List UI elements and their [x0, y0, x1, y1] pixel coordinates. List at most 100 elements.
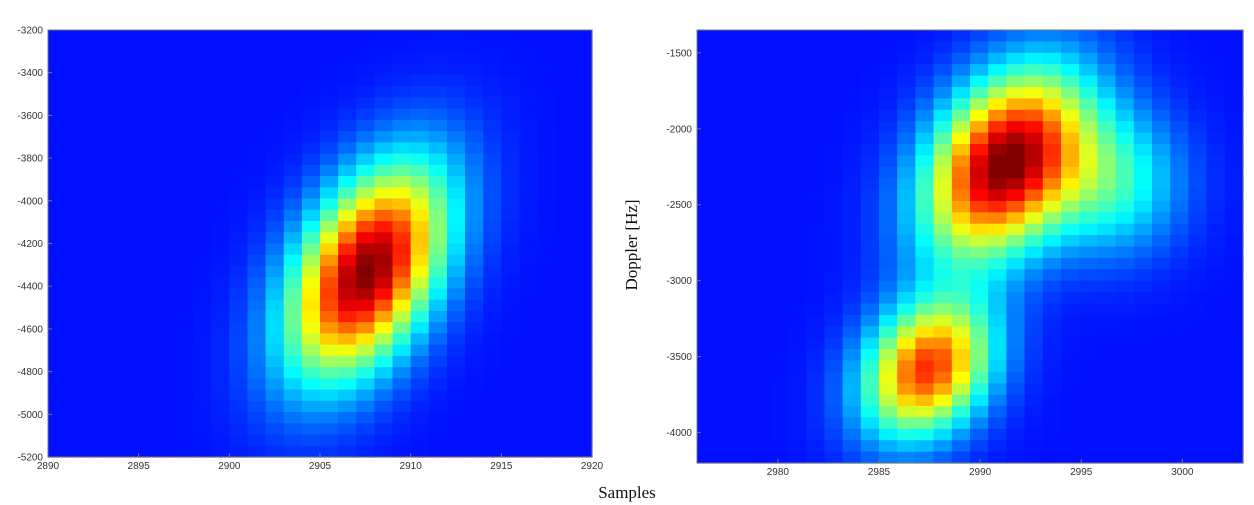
right-heatmap-cell [970, 326, 989, 339]
left-heatmap-cell [211, 322, 230, 334]
left-heatmap-cell [501, 86, 521, 99]
right-heatmap-cell [824, 292, 844, 305]
right-heatmap-cell [1006, 303, 1026, 316]
left-heatmap-cell [374, 119, 394, 132]
right-heatmap-cell [1170, 52, 1189, 65]
left-heatmap-cell [66, 299, 85, 312]
right-heatmap-cell [788, 360, 807, 373]
left-heatmap-cell [48, 119, 67, 132]
left-heatmap-cell [84, 322, 103, 334]
left-heatmap-cell [120, 299, 140, 312]
right-heatmap-cell [1097, 155, 1117, 168]
left-heatmap-cell [392, 63, 412, 76]
left-heatmap-cell [320, 445, 339, 458]
left-heatmap-cell [392, 355, 412, 368]
right-heatmap-cell [933, 326, 953, 339]
left-heatmap-cell [410, 142, 430, 155]
left-heatmap-cell [48, 52, 67, 65]
right-heatmap-cell [1224, 109, 1244, 122]
left-heatmap-cell [102, 131, 122, 143]
right-heatmap-cell [1133, 223, 1153, 236]
left-heatmap-cell [66, 445, 85, 458]
left-heatmap-cell [174, 344, 194, 357]
right-heatmap-cell [1170, 132, 1189, 145]
left-heatmap-cell [392, 322, 412, 334]
left-heatmap-cell [174, 277, 194, 290]
left-heatmap-cell [138, 164, 158, 177]
right-heatmap-cell [788, 86, 807, 99]
left-heatmap-cell [501, 142, 521, 155]
left-heatmap-cell [120, 86, 140, 99]
right-heatmap-cell [897, 337, 916, 350]
right-heatmap-cell [1079, 417, 1098, 430]
left-heatmap-cell [84, 153, 103, 166]
left-heatmap-cell [174, 41, 194, 54]
right-heatmap-cell [788, 212, 807, 225]
left-heatmap-cell [102, 41, 122, 54]
left-heatmap-cell [66, 367, 85, 379]
left-heatmap-cell [338, 97, 357, 110]
right-heatmap-cell [1115, 166, 1135, 179]
left-heatmap-cell [501, 164, 521, 177]
left-heatmap-cell [537, 445, 557, 458]
left-heatmap-cell [66, 423, 85, 436]
right-heatmap-cell [951, 223, 971, 236]
left-heatmap-cell [483, 41, 502, 54]
right-heatmap-cell [879, 383, 898, 396]
right-heatmap-cell [1115, 451, 1135, 464]
left-heatmap-cell [374, 187, 394, 200]
left-heatmap-cell [483, 400, 502, 413]
right-heatmap-cell [697, 303, 716, 316]
left-heatmap-cell [483, 445, 502, 458]
left-heatmap-cell [410, 310, 430, 323]
left-heatmap-cell [555, 310, 575, 323]
left-heatmap-cell [229, 108, 249, 121]
right-heatmap-cell [1170, 200, 1189, 213]
right-heatmap-cell [1224, 246, 1244, 259]
left-heatmap-cell [84, 176, 103, 188]
right-heatmap-cell [915, 394, 935, 407]
left-heatmap-cell [573, 400, 593, 413]
left-heatmap-cell [283, 41, 303, 54]
right-heatmap-cell [697, 178, 716, 191]
left-heatmap-cell [247, 108, 267, 121]
left-heatmap-cell [356, 164, 375, 177]
left-heatmap-cell [338, 30, 357, 42]
right-heatmap-cell [915, 30, 935, 42]
left-heatmap-cell [573, 333, 593, 346]
left-heatmap-cell [193, 434, 212, 447]
right-heatmap-cell [1061, 64, 1080, 77]
left-heatmap-cell [501, 299, 521, 312]
right-heatmap-cell [1206, 200, 1226, 213]
right-heatmap-cell [1097, 383, 1117, 396]
left-heatmap-cell [102, 412, 122, 424]
right-heatmap-cell [951, 349, 971, 362]
right-heatmap-cell [1224, 257, 1244, 270]
left-heatmap-cell [211, 63, 230, 76]
right-heatmap-cell [769, 235, 789, 248]
left-heatmap-cell [446, 378, 466, 391]
right-heatmap-cell [988, 349, 1007, 362]
right-heatmap-cell [1079, 109, 1098, 122]
left-heatmap-cell [483, 389, 502, 402]
right-heatmap-cell [988, 269, 1007, 282]
right-heatmap-cell [1224, 337, 1244, 350]
left-heatmap-cell [66, 108, 85, 121]
left-heatmap-cell [537, 367, 557, 379]
left-heatmap-cell [537, 221, 557, 233]
left-heatmap-cell [320, 254, 339, 267]
right-heatmap-cell [824, 52, 844, 65]
left-heatmap-cell [193, 63, 212, 76]
left-heatmap-cell [356, 176, 375, 188]
right-heatmap-cell [733, 394, 753, 407]
right-heatmap-cell [915, 41, 935, 54]
right-heatmap-cell [860, 223, 880, 236]
left-heatmap-cell [519, 176, 539, 188]
right-heatmap-cell [824, 428, 844, 441]
right-heatmap-cell [1133, 349, 1153, 362]
right-heatmap-cell [951, 86, 971, 99]
right-heatmap-cell [824, 121, 844, 134]
right-heatmap-cell [1115, 189, 1135, 202]
left-heatmap-cell [446, 254, 466, 267]
left-heatmap-cell [120, 344, 140, 357]
